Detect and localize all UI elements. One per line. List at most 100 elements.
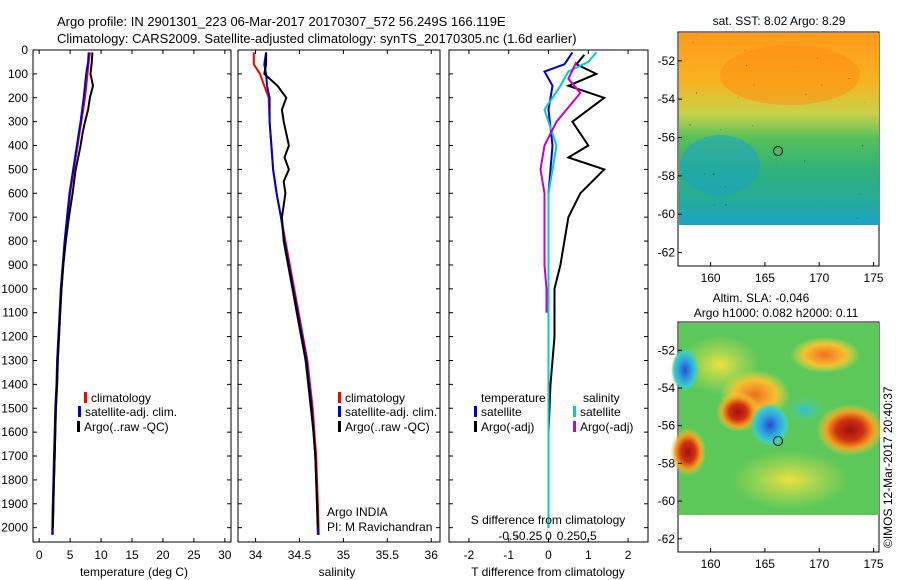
salinity-legend: climatology satellite-adj. clim. Argo(..… [338,391,437,434]
depth-tick-label: 1400 [1,377,28,391]
lat-tick-label: -58 [658,169,676,183]
x-tick-label: 2 [625,548,632,562]
legend-label-t-satellite: satellite [481,405,522,419]
legend-swatch-s-argo [573,421,576,432]
temperature-plot-frame [32,49,232,543]
difference-legend: temperature salinity satellite Argo(-adj… [474,391,633,434]
depth-tick-label: 1100 [2,306,28,320]
sla-anomaly-red [716,392,760,432]
legend-swatch-climatology [338,392,341,403]
depth-tick-label: 500 [8,162,28,176]
series-line-satellite-adj-clim- [263,52,319,535]
sla-map-title: Altim. SLA: -0.046 [713,291,810,305]
x-tick-label: 30 [218,548,232,562]
legend-label-satellite-adj: satellite-adj. clim. [85,405,177,419]
salinity-panel: 34 34.5 35 35.5 36 salinity climatology sate… [237,49,441,579]
depth-tick-label: 700 [8,210,28,224]
sla-field [670,323,884,515]
depth-tick-label: 0 [21,43,28,57]
lat-tick-label: -56 [658,130,676,144]
sla-anomaly-orange [790,337,860,373]
series-line-satellite [543,51,598,528]
series-line-climatology [252,52,320,535]
legend-label-argo: Argo(..raw -QC) [84,420,169,434]
depth-tick-label: 200 [8,91,28,105]
sla-anomaly-blue [750,403,790,447]
x-tick-label: 34 [249,548,263,562]
sst-map: sat. SST: 8.02 Argo: 8.29 160 165 170 175 -5… [658,14,884,285]
x-tick-label: 25 [187,548,201,562]
t-difference-axis-label: T difference from climatology [471,565,625,579]
figure-title-line2: Climatology: CARS2009. Satellite-adjuste… [57,31,577,46]
legend-label-s-satellite: satellite [580,405,621,419]
x-tick-label: 34.5 [288,548,312,562]
x-tick-label: -1 [503,548,514,562]
lat-tick-label: -54 [658,381,676,395]
s-difference-tick-label: 0.5 [580,529,597,543]
lat-tick-label: -56 [658,419,676,433]
lon-tick-label: 175 [864,557,884,571]
legend-label-t-argo: Argo(-adj) [481,420,534,434]
x-tick-label: 0 [545,548,552,562]
lon-tick-label: 165 [755,557,775,571]
sst-map-title: sat. SST: 8.02 Argo: 8.29 [713,14,846,28]
legend-title-salinity: salinity [583,391,620,405]
s-difference-tick-label: 0.25 [557,529,581,543]
temperature-legend: climatology satellite-adj. clim. Argo(..… [77,391,177,434]
s-difference-tick-label: -0.25 [515,529,543,543]
legend-swatch-argo [338,421,341,432]
sla-anomaly-cyan [785,396,825,424]
legend-swatch-satellite-adj [78,406,81,417]
depth-tick-label: 1000 [1,282,28,296]
legend-swatch-s-satellite [573,406,576,417]
sla-anomaly-yellow [730,450,850,510]
series-line-argo-adj- [547,54,607,528]
legend-swatch-argo [77,421,80,432]
depth-tick-labels: 0 100 200 300 400 500 600 700 800 900 1000 1100 1200… [1,43,28,535]
legend-swatch-climatology [84,392,87,403]
figure-title-line1: Argo profile: IN 2901301_223 06-Mar-2017… [57,14,506,29]
lon-tick-label: 165 [755,271,775,285]
sla-map-subtitle: Argo h1000: 0.082 h2000: 0.11 [694,306,859,320]
lat-tick-label: -54 [658,92,676,106]
imos-credit: ©IMOS 12-Mar-2017 20:40:37 [881,386,895,548]
x-tick-label: -2 [464,548,475,562]
difference-series [539,51,607,528]
lon-tick-label: 170 [809,271,829,285]
s-difference-axis-label: S difference from climatology [471,513,626,527]
x-tick-label: 20 [156,548,170,562]
legend-label-argo: Argo(..raw -QC) [345,420,430,434]
depth-tick-label: 1200 [1,330,28,344]
legend-title-temperature: temperature [481,391,546,405]
lon-tick-label: 175 [864,271,884,285]
depth-tick-label: 1700 [1,449,28,463]
float-pi-label: PI: M Ravichandran [327,520,432,534]
depth-tick-label: 800 [8,234,28,248]
sla-profile-marker [773,436,783,446]
sla-anomaly-blue [671,348,699,392]
depth-tick-label: 1300 [1,353,28,367]
x-tick-label: 35.5 [376,548,400,562]
series-line-argo-raw-qc- [51,52,95,528]
lat-tick-label: -52 [658,54,676,68]
x-tick-label: 15 [125,548,139,562]
depth-tick-label: 300 [8,115,28,129]
depth-tick-label: 1800 [1,473,28,487]
legend-swatch-t-argo [474,421,477,432]
x-tick-label: 5 [67,548,74,562]
series-line-argo-adj- [539,61,582,313]
salinity-series [252,52,320,535]
temperature-series [51,52,95,535]
x-tick-label: 36 [425,548,439,562]
sst-field [679,33,879,225]
sla-map: Altim. SLA: -0.046 Argo h1000: 0.082 h20… [658,291,884,571]
lat-tick-label: -60 [658,207,676,221]
depth-tick-label: 100 [8,67,28,81]
sla-map-ticks: 160 165 170 175 -52 -54 -56 -58 -60 -62 [658,343,884,571]
depth-tick-label: 1500 [1,401,28,415]
legend-swatch-satellite-adj [338,406,341,417]
sst-profile-marker [773,146,783,156]
salinity-plot-frame [237,49,441,543]
legend-label-s-argo: Argo(-adj) [580,420,633,434]
depth-tick-label: 900 [8,258,28,272]
